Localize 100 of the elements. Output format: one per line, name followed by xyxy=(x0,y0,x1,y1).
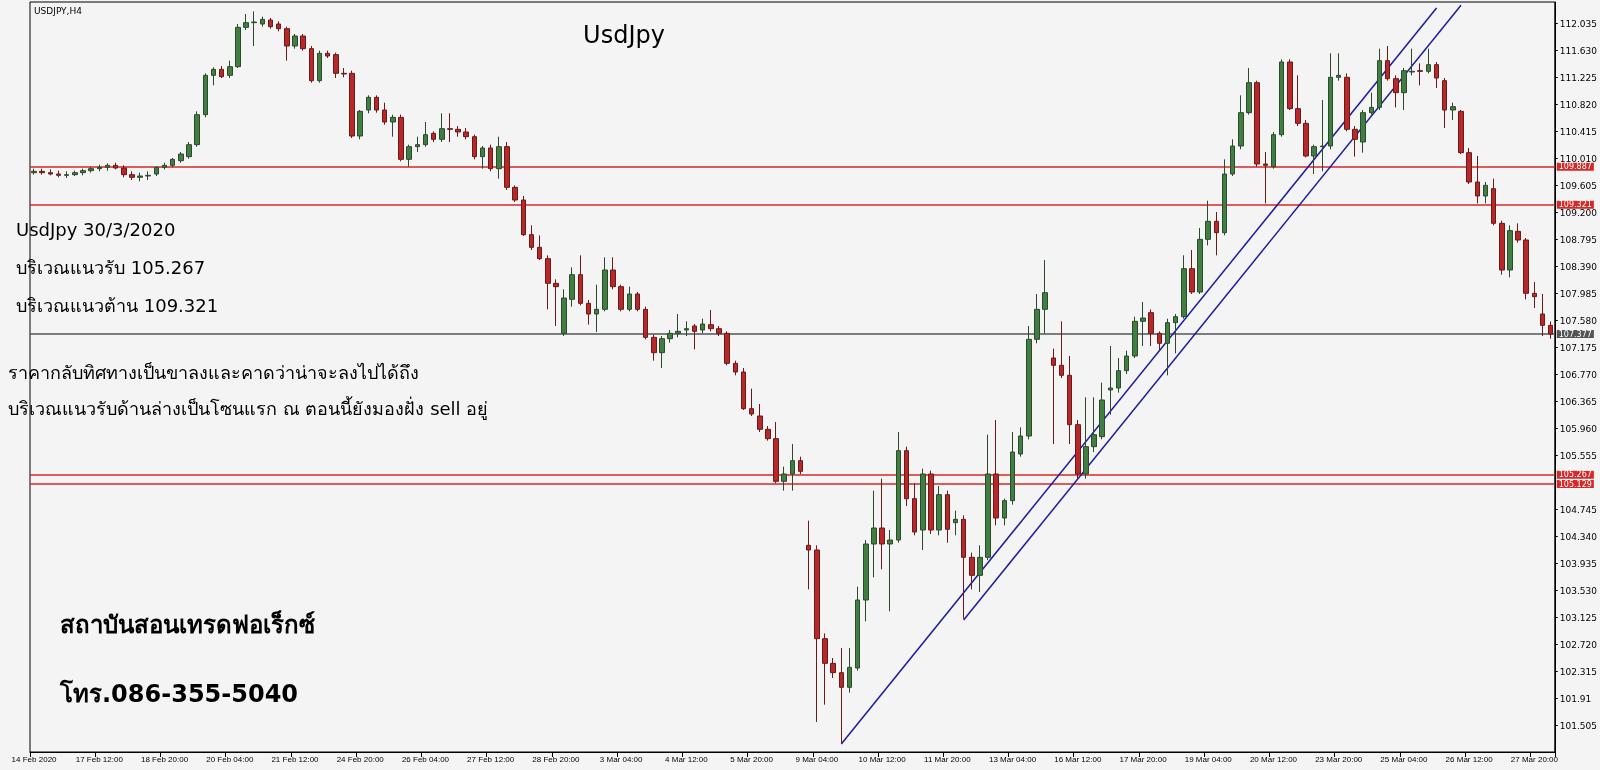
candlestick xyxy=(993,419,999,526)
candlestick xyxy=(602,256,608,312)
text: USDJPY,H4 xyxy=(34,6,83,16)
candlestick xyxy=(178,151,184,164)
candlestick xyxy=(1320,99,1325,172)
candlestick xyxy=(1328,52,1333,150)
y-tick-label: 104.340 xyxy=(1559,531,1598,542)
candlestick xyxy=(847,647,852,694)
candlestick xyxy=(121,164,127,178)
candlestick xyxy=(1230,138,1235,177)
candlestick xyxy=(463,127,469,140)
candlestick xyxy=(1018,426,1023,458)
ref-line-label: 109.887 xyxy=(1558,162,1592,172)
candlestick xyxy=(488,144,493,172)
candlestick xyxy=(243,13,249,31)
candlestick xyxy=(1148,308,1154,347)
candlestick xyxy=(97,164,102,172)
y-tick-label: 102.315 xyxy=(1559,666,1597,677)
annotation: บริเวณแนวรับด้านล่างเป็นโซนแรก ณ ตอนนี้ยังมองฝั่ง sell อยู่ xyxy=(8,395,489,420)
candlestick xyxy=(822,632,828,706)
candlestick xyxy=(969,552,975,590)
candlestick xyxy=(936,485,942,536)
candlestick xyxy=(1344,72,1350,132)
candlestick xyxy=(284,26,290,62)
candlestick xyxy=(1417,62,1423,86)
y-tick-label: 107.175 xyxy=(1559,342,1597,353)
y-tick-label: 103.530 xyxy=(1559,585,1598,596)
y-tick-label: 110.415 xyxy=(1559,126,1597,137)
y-tick-label: 103.125 xyxy=(1559,612,1597,623)
x-tick-label: 17 Feb 12:00 xyxy=(75,754,124,764)
candlestick xyxy=(1099,382,1105,440)
text: UsdJpy xyxy=(583,21,665,49)
candlestick xyxy=(88,166,94,174)
x-tick-label: 17 Mar 20:00 xyxy=(1119,754,1168,764)
candlestick xyxy=(292,33,298,50)
candlestick xyxy=(1026,325,1032,440)
candlestick xyxy=(1010,431,1015,506)
y-tick-label: 103.935 xyxy=(1559,558,1597,569)
candlestick xyxy=(113,162,118,170)
candlestick xyxy=(80,168,86,176)
candlestick xyxy=(162,162,167,170)
candlestick xyxy=(1540,293,1545,337)
candlestick xyxy=(1083,396,1089,480)
candlestick xyxy=(268,17,273,30)
candlestick xyxy=(1483,181,1488,204)
candlestick xyxy=(1532,281,1537,309)
candlestick xyxy=(439,112,445,143)
candlestick xyxy=(1385,45,1390,82)
candlestick xyxy=(928,470,934,535)
candlestick xyxy=(129,170,135,181)
candlestick xyxy=(1295,74,1301,127)
candlestick xyxy=(781,466,787,492)
candlestick xyxy=(733,360,738,376)
candlestick xyxy=(1075,419,1081,480)
x-tick-label: 9 Mar 04:00 xyxy=(795,754,839,764)
candlestick xyxy=(1238,94,1244,150)
candlestick xyxy=(896,431,901,544)
candlestick xyxy=(692,323,697,350)
candlestick xyxy=(39,168,45,176)
candlestick xyxy=(1091,396,1097,453)
candlestick xyxy=(1279,58,1284,138)
candlestick xyxy=(887,529,893,612)
candlestick xyxy=(651,334,657,362)
candlestick xyxy=(1108,345,1113,416)
candlestick xyxy=(203,72,208,118)
candlestick xyxy=(578,254,583,306)
x-tick-label: 18 Feb 20:00 xyxy=(140,754,189,764)
candlestick xyxy=(879,478,885,570)
candlestick xyxy=(1491,178,1496,226)
x-tick-label: 20 Feb 04:00 xyxy=(206,754,254,764)
candlestick xyxy=(798,456,803,475)
annotation: โทร.086-355-5040 xyxy=(59,679,299,708)
candlestick xyxy=(357,109,363,140)
annotation: บริเวณแนวรับ 105.267 xyxy=(16,256,206,278)
candlestick xyxy=(1042,259,1048,334)
candlestick xyxy=(985,434,991,561)
x-tick-label: 10 Mar 12:00 xyxy=(858,754,907,764)
candlestick xyxy=(186,141,192,160)
ref-line-label: 107.377 xyxy=(1558,329,1592,339)
candlestick xyxy=(749,388,754,417)
candlestick xyxy=(1377,48,1382,111)
x-tick-label: 21 Feb 12:00 xyxy=(271,754,320,764)
y-tick-label: 111.225 xyxy=(1559,72,1597,83)
candlestick xyxy=(1051,348,1056,445)
candlestick xyxy=(1475,155,1480,204)
candlestick xyxy=(1515,222,1521,244)
candlestick xyxy=(1254,80,1260,168)
candlestick xyxy=(545,254,551,310)
candlestick xyxy=(145,170,151,181)
candlestick xyxy=(700,318,705,334)
y-tick-label: 102.720 xyxy=(1559,639,1598,650)
candlestick xyxy=(170,157,175,168)
x-tick-label: 14 Feb 2020 xyxy=(11,754,58,764)
candlestick xyxy=(325,50,330,59)
x-tick-label: 26 Mar 12:00 xyxy=(1445,754,1494,764)
candlestick xyxy=(309,45,314,84)
candlestick xyxy=(610,256,616,290)
candlestick xyxy=(317,50,322,84)
y-tick-label: 105.555 xyxy=(1559,450,1597,461)
candlestick xyxy=(569,266,575,308)
